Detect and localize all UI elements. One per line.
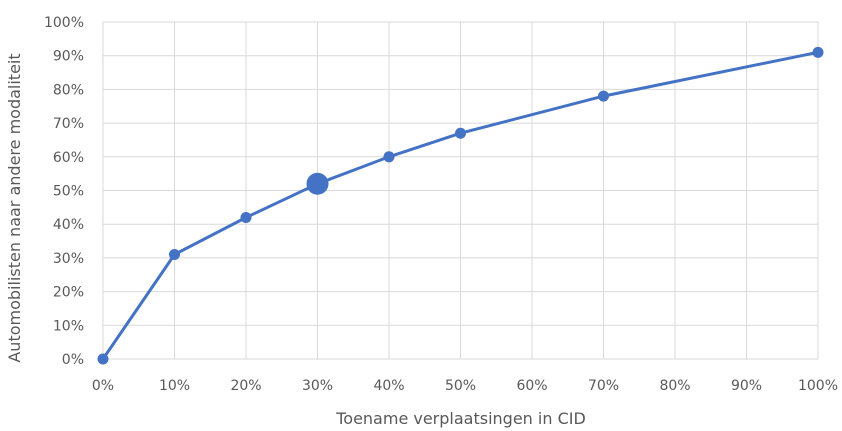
series [97,46,824,365]
x-tick-label: 80% [659,378,690,394]
data-point [169,249,180,261]
y-tick-label: 20% [53,285,84,301]
x-tick-label: 30% [302,378,333,394]
series-line [101,50,820,361]
x-tick-label: 20% [230,378,261,394]
y-axis-title: Automobilisten naar andere modaliteit [5,53,24,362]
data-point [97,353,109,365]
x-tick-label: 10% [159,378,190,394]
x-axis-title: Toename verplaatsingen in CID [335,409,586,428]
x-tick-labels: 0% 10% 20% 30% 40% 50% 60% 70% 80% 90% 100% [92,378,838,394]
x-tick-label: 70% [588,378,619,394]
highlighted-data-point [306,172,329,195]
x-tick-label: 50% [445,378,476,394]
y-tick-labels: 0% 10% 20% 30% 40% 50% 60% 70% 80% 90% 100% [44,15,84,368]
y-tick-label: 50% [53,184,84,200]
y-tick-label: 40% [53,217,84,233]
y-tick-label: 100% [44,15,84,31]
data-point [455,127,466,139]
y-tick-label: 70% [53,116,84,132]
data-point [383,151,395,163]
x-tick-label: 0% [92,378,114,394]
data-point [812,46,824,58]
x-tick-label: 90% [731,378,762,394]
data-point [240,211,252,223]
y-tick-label: 30% [53,251,84,267]
data-point [598,90,609,102]
y-tick-label: 0% [62,352,84,368]
y-tick-label: 90% [53,49,84,65]
gridlines [102,21,819,360]
x-tick-label: 60% [516,378,547,394]
y-tick-label: 60% [53,150,84,166]
y-tick-label: 80% [53,82,84,98]
y-tick-label: 10% [53,318,84,334]
x-tick-label: 100% [798,378,838,394]
x-tick-label: 40% [373,378,404,394]
